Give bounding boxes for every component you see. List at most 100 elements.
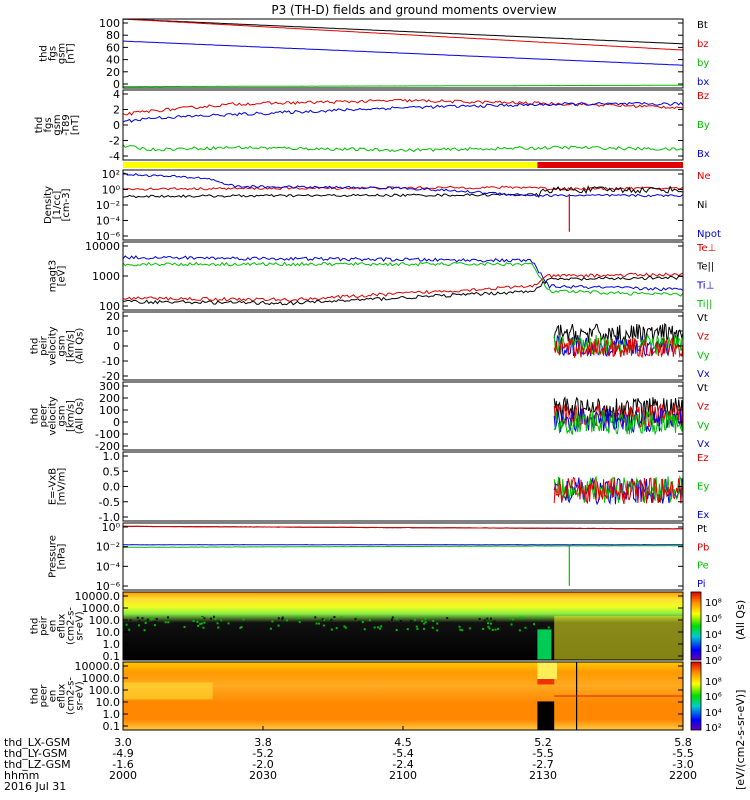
spectrogram-pixel bbox=[328, 618, 331, 621]
spectrogram-pixel bbox=[125, 623, 128, 626]
spectrogram-pixel bbox=[217, 626, 220, 629]
series-Bx-line bbox=[122, 101, 684, 123]
spectrogram-pixel bbox=[219, 619, 222, 622]
y-axis-label: (cm2-s- bbox=[66, 677, 77, 715]
legend-Te⊥: Te⊥ bbox=[696, 243, 716, 254]
y-tick-label: -1.0 bbox=[99, 511, 120, 524]
legend-Pe: Pe bbox=[697, 561, 709, 572]
footer-row-label: hhmm bbox=[4, 769, 39, 782]
spectrogram-pixel bbox=[399, 620, 402, 623]
spectrogram-pixel bbox=[446, 617, 449, 620]
y-axis-label: [mV/m] bbox=[57, 468, 68, 506]
spectrogram-pixel bbox=[424, 621, 427, 624]
y-tick-label: 100 bbox=[99, 300, 120, 313]
y-axis-label: gsm bbox=[57, 335, 68, 356]
series-Te||-line bbox=[122, 275, 684, 306]
spectrogram-pixel bbox=[369, 628, 372, 631]
panel-frame bbox=[122, 18, 684, 89]
spectrogram-pixel bbox=[459, 628, 462, 631]
spectrogram-pixel bbox=[200, 622, 203, 625]
y-tick-label: 60 bbox=[106, 41, 120, 54]
mode-bar-segment bbox=[537, 162, 683, 168]
spectrogram-pixel bbox=[202, 626, 205, 629]
spectrogram-pixel bbox=[153, 621, 156, 624]
legend-Bz: Bz bbox=[697, 91, 709, 102]
spectrogram-pixel bbox=[162, 625, 165, 628]
footer-date: 2016 Jul 31 bbox=[4, 780, 66, 793]
legend-Pb: Pb bbox=[697, 542, 709, 553]
y-tick-label: -10 bbox=[102, 355, 120, 368]
spectrogram-pixel bbox=[203, 617, 206, 620]
spectrogram-pixel bbox=[547, 623, 550, 626]
y-tick-label: 20 bbox=[106, 66, 120, 79]
spectrogram-pixel bbox=[486, 617, 489, 620]
spectrogram-pixel bbox=[141, 617, 144, 620]
panel-8: 10⁰ 10⁻² 10⁻⁴ 10⁻⁶ Pressure[nPa] Pt Pb Pe Pi bbox=[48, 521, 710, 593]
series-Pe-line bbox=[122, 544, 684, 548]
y-axis-label: sr-eV) bbox=[75, 611, 86, 640]
panel-frame bbox=[122, 591, 684, 661]
y-tick-label: -0.5 bbox=[99, 496, 120, 509]
spectrogram-region bbox=[554, 615, 683, 660]
spectrogram-region bbox=[537, 629, 552, 660]
y-tick-label: 10000.0 bbox=[75, 590, 121, 603]
colorbar-tick: 10⁸ bbox=[705, 677, 722, 688]
spectrogram-pixel bbox=[240, 624, 243, 627]
legend-bz: bz bbox=[697, 39, 709, 50]
colorbar-tick: 10⁸ bbox=[705, 598, 722, 609]
footer-row-labels: thd_LX-GSM thd_LY-GSM thd_LZ-GSM hhmm 20… bbox=[4, 736, 71, 793]
spectrogram-pixel bbox=[406, 628, 409, 631]
spectrogram-pixel bbox=[318, 622, 321, 625]
y-tick-label: 10.0 bbox=[96, 696, 121, 709]
series-Ti||-line bbox=[122, 261, 684, 297]
y-axis-label: gsm bbox=[57, 43, 68, 64]
legend-Npot: Npot bbox=[697, 229, 721, 240]
spectrogram-pixel bbox=[214, 625, 217, 628]
legend-Ne: Ne bbox=[697, 171, 711, 182]
y-tick-label: 20 bbox=[106, 310, 120, 323]
y-tick-label: 10² bbox=[102, 168, 120, 181]
legend-Ey: Ey bbox=[697, 482, 709, 493]
spectrogram-pixel bbox=[487, 625, 490, 628]
legend-By: By bbox=[697, 120, 710, 131]
y-tick-label: 100 bbox=[99, 404, 120, 417]
y-axis-label: Density bbox=[43, 186, 54, 224]
legend-Ti⊥: Ti⊥ bbox=[696, 280, 714, 291]
spectrogram-pixel bbox=[201, 616, 204, 619]
y-axis-label: peir bbox=[39, 615, 50, 635]
spectrogram-pixel bbox=[547, 626, 550, 629]
spectrogram-pixel bbox=[376, 626, 379, 629]
series-Vz-line bbox=[553, 402, 684, 429]
y-tick-label: 100.0 bbox=[89, 684, 121, 697]
spectrogram-pixel bbox=[537, 617, 540, 620]
legend-Ex: Ex bbox=[697, 510, 709, 521]
series-By-line bbox=[122, 144, 684, 153]
spectrogram-pixel bbox=[361, 621, 364, 624]
spectrogram-pixel bbox=[240, 626, 243, 629]
footer-value: -2.4 bbox=[392, 758, 413, 771]
colorbar-tick: 10² bbox=[705, 723, 722, 734]
y-tick-label: -4 bbox=[109, 150, 120, 163]
footer-value: -5.4 bbox=[392, 747, 413, 760]
spectrogram-pixel bbox=[358, 620, 361, 623]
y-axis-label: (All Qs) bbox=[75, 398, 86, 435]
legend-bx: bx bbox=[697, 77, 709, 88]
spectrogram-pixel bbox=[152, 617, 155, 620]
series-bx-line bbox=[123, 40, 684, 66]
spectrogram-pixel bbox=[271, 620, 274, 623]
footer-value: 4.5 bbox=[394, 736, 412, 749]
spectrogram-pixel bbox=[138, 619, 141, 622]
spectrogram-pixel bbox=[146, 618, 149, 621]
spectrogram-pixel bbox=[506, 627, 509, 630]
footer-value: -2.7 bbox=[532, 758, 553, 771]
spectrogram-pixel bbox=[518, 629, 521, 632]
y-axis-label: thd bbox=[30, 688, 41, 705]
footer-value: 2030 bbox=[249, 769, 277, 782]
spectrogram-pixel bbox=[291, 622, 294, 625]
spectrogram-pixel bbox=[510, 625, 513, 628]
spectrogram-pixel bbox=[475, 626, 478, 629]
y-tick-label: 0.5 bbox=[103, 465, 121, 478]
spectrogram-region bbox=[537, 679, 555, 685]
spectrogram-pixel bbox=[314, 616, 317, 619]
